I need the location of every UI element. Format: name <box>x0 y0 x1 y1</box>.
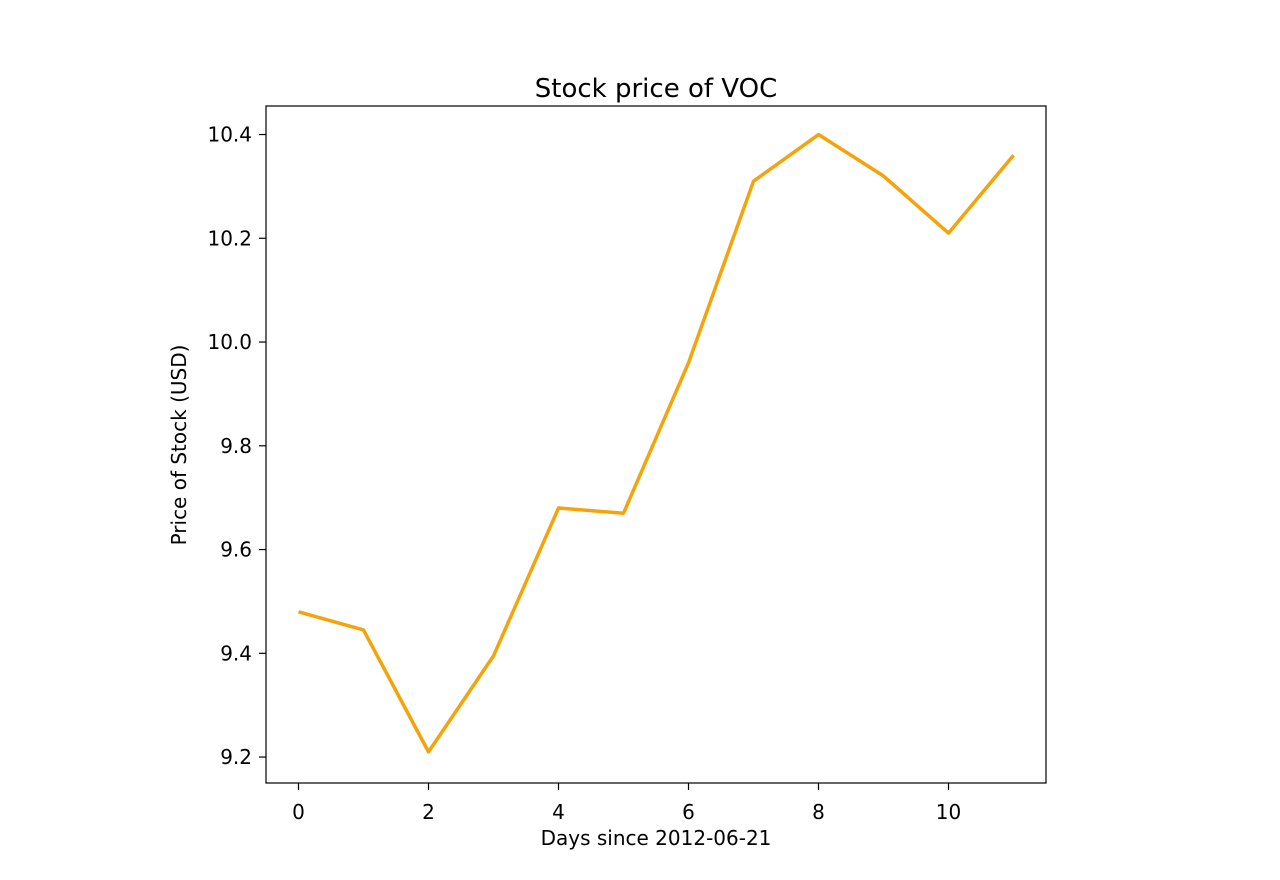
y-tick-label: 9.6 <box>220 538 252 562</box>
y-tick-label: 9.2 <box>220 745 252 769</box>
y-axis-label: Price of Stock (USD) <box>167 345 191 546</box>
x-tick-label: 6 <box>682 800 695 824</box>
y-axis-ticks: 9.2 9.4 9.6 9.8 10.0 10.2 10.4 <box>207 123 266 769</box>
x-tick-label: 10 <box>936 800 961 824</box>
x-axis-label: Days since 2012-06-21 <box>541 826 772 850</box>
y-tick-label: 10.4 <box>207 123 252 147</box>
y-tick-label: 9.8 <box>220 434 252 458</box>
y-tick-label: 9.4 <box>220 641 252 665</box>
y-tick-label: 10.0 <box>207 330 252 354</box>
x-tick-label: 4 <box>552 800 565 824</box>
x-tick-label: 2 <box>422 800 435 824</box>
y-tick-label: 10.2 <box>207 226 252 250</box>
series-line <box>298 132 1015 754</box>
x-axis-ticks: 0 2 4 6 8 10 <box>292 783 961 824</box>
plot-frame <box>265 105 1047 784</box>
x-tick-label: 8 <box>812 800 825 824</box>
x-tick-label: 0 <box>292 800 305 824</box>
chart-title: Stock price of VOC <box>535 74 777 104</box>
